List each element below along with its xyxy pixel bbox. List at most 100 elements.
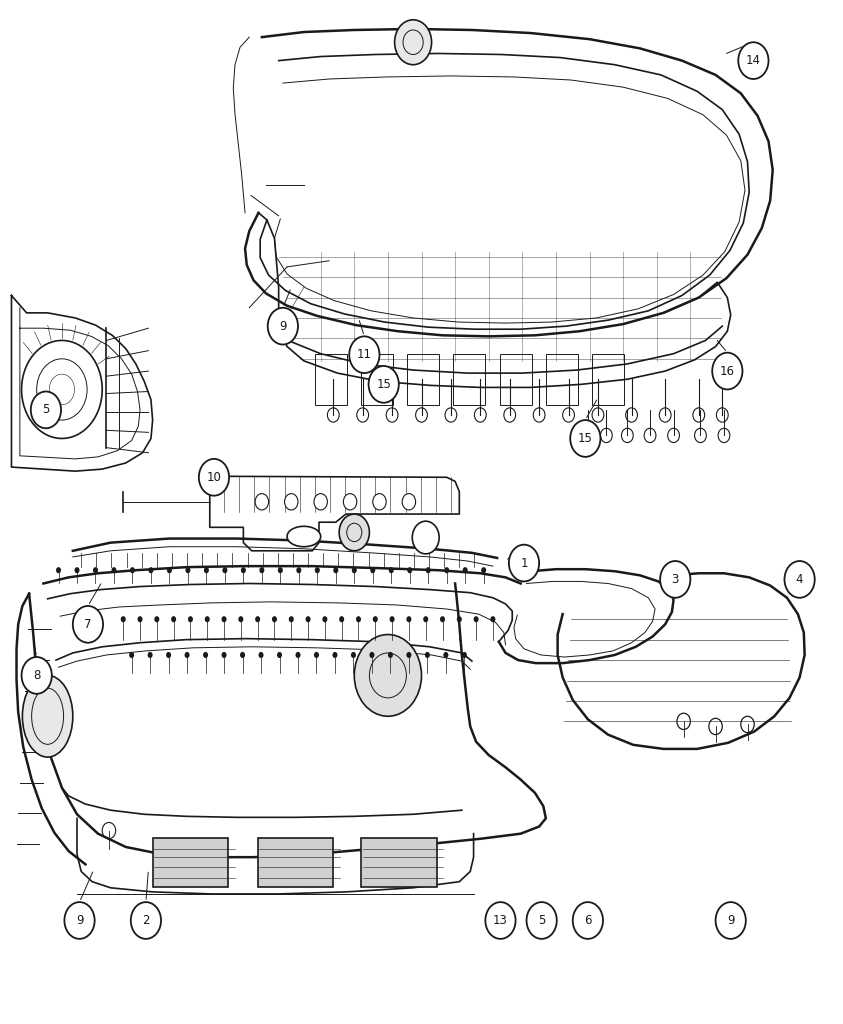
Circle shape xyxy=(314,494,327,510)
Circle shape xyxy=(354,635,422,716)
Circle shape xyxy=(491,616,496,623)
Circle shape xyxy=(509,545,540,582)
Circle shape xyxy=(64,902,94,939)
Text: 1: 1 xyxy=(520,557,528,569)
Circle shape xyxy=(388,652,393,658)
Circle shape xyxy=(332,652,337,658)
Bar xyxy=(546,353,577,404)
Circle shape xyxy=(314,567,319,573)
Text: 10: 10 xyxy=(207,471,222,483)
Bar xyxy=(592,353,624,404)
Bar xyxy=(407,353,439,404)
Text: 2: 2 xyxy=(142,914,150,927)
Bar xyxy=(314,353,346,404)
Circle shape xyxy=(167,567,172,573)
Circle shape xyxy=(111,567,116,573)
Circle shape xyxy=(527,902,556,939)
Circle shape xyxy=(240,652,245,658)
Circle shape xyxy=(259,652,264,658)
Text: 13: 13 xyxy=(493,914,508,927)
Circle shape xyxy=(278,567,283,573)
Circle shape xyxy=(352,567,357,573)
Circle shape xyxy=(137,616,142,623)
Circle shape xyxy=(131,902,161,939)
Circle shape xyxy=(93,567,98,573)
Circle shape xyxy=(295,652,300,658)
Circle shape xyxy=(22,657,51,694)
Circle shape xyxy=(199,459,229,496)
Circle shape xyxy=(343,494,357,510)
Text: 4: 4 xyxy=(796,572,803,586)
Circle shape xyxy=(268,308,298,344)
Bar xyxy=(361,353,393,404)
Circle shape xyxy=(572,902,603,939)
Circle shape xyxy=(339,616,344,623)
Circle shape xyxy=(402,494,416,510)
Circle shape xyxy=(389,567,394,573)
Circle shape xyxy=(712,352,743,389)
Text: 7: 7 xyxy=(84,617,92,631)
Ellipse shape xyxy=(23,676,72,757)
Circle shape xyxy=(486,902,516,939)
Circle shape xyxy=(121,616,126,623)
Circle shape xyxy=(74,567,79,573)
Circle shape xyxy=(423,616,428,623)
Circle shape xyxy=(314,652,319,658)
Text: 11: 11 xyxy=(357,348,372,361)
Circle shape xyxy=(56,567,61,573)
Circle shape xyxy=(463,567,468,573)
Text: 8: 8 xyxy=(33,669,40,682)
Circle shape xyxy=(395,19,432,65)
Circle shape xyxy=(277,652,282,658)
Circle shape xyxy=(368,366,399,402)
Text: 5: 5 xyxy=(538,914,545,927)
Bar xyxy=(500,353,532,404)
Text: 15: 15 xyxy=(578,432,593,445)
Circle shape xyxy=(369,652,374,658)
Bar xyxy=(258,838,333,887)
Circle shape xyxy=(406,616,411,623)
Text: 15: 15 xyxy=(376,378,391,391)
Circle shape xyxy=(72,606,103,643)
Circle shape xyxy=(370,567,375,573)
Circle shape xyxy=(462,652,467,658)
Circle shape xyxy=(296,567,301,573)
Circle shape xyxy=(241,567,246,573)
Circle shape xyxy=(481,567,486,573)
Circle shape xyxy=(356,616,361,623)
Text: 3: 3 xyxy=(672,572,679,586)
Text: 16: 16 xyxy=(720,365,735,378)
Circle shape xyxy=(373,616,378,623)
Circle shape xyxy=(389,616,395,623)
Circle shape xyxy=(305,616,310,623)
Circle shape xyxy=(373,494,386,510)
Ellipse shape xyxy=(287,526,320,547)
Circle shape xyxy=(333,567,338,573)
Circle shape xyxy=(223,567,228,573)
Text: 9: 9 xyxy=(279,319,287,333)
Circle shape xyxy=(255,494,269,510)
Text: 9: 9 xyxy=(76,914,83,927)
Circle shape xyxy=(222,652,227,658)
Text: 5: 5 xyxy=(42,403,50,417)
Circle shape xyxy=(289,616,294,623)
Circle shape xyxy=(412,521,439,554)
Circle shape xyxy=(285,494,298,510)
Circle shape xyxy=(425,652,430,658)
Circle shape xyxy=(457,616,462,623)
Circle shape xyxy=(205,616,210,623)
Circle shape xyxy=(272,616,277,623)
Circle shape xyxy=(129,652,134,658)
Text: 6: 6 xyxy=(584,914,592,927)
Bar xyxy=(454,353,486,404)
Circle shape xyxy=(130,567,135,573)
Circle shape xyxy=(166,652,171,658)
Text: 9: 9 xyxy=(727,914,734,927)
Bar xyxy=(361,838,437,887)
Text: 14: 14 xyxy=(746,54,761,68)
Circle shape xyxy=(148,567,153,573)
Circle shape xyxy=(738,42,769,79)
Circle shape xyxy=(203,652,208,658)
Circle shape xyxy=(171,616,176,623)
Circle shape xyxy=(570,420,600,457)
